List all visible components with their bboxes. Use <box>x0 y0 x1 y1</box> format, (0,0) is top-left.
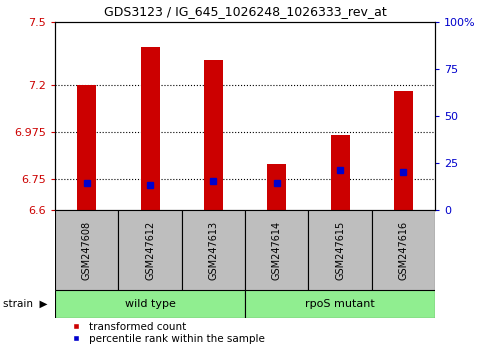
Bar <box>204 59 223 210</box>
Bar <box>141 47 160 210</box>
Bar <box>118 210 182 290</box>
Text: GSM247612: GSM247612 <box>145 221 155 280</box>
Text: rpoS mutant: rpoS mutant <box>305 299 375 309</box>
Bar <box>182 210 245 290</box>
Bar <box>267 164 286 210</box>
Bar <box>245 210 308 290</box>
Text: strain  ▶: strain ▶ <box>3 299 48 309</box>
Legend: transformed count, percentile rank within the sample: transformed count, percentile rank withi… <box>65 322 265 344</box>
Bar <box>394 91 413 210</box>
Bar <box>245 290 435 318</box>
Text: GSM247615: GSM247615 <box>335 221 345 280</box>
Bar <box>77 85 96 210</box>
Bar <box>55 290 245 318</box>
Bar <box>308 210 372 290</box>
Text: wild type: wild type <box>124 299 175 309</box>
Text: GSM247616: GSM247616 <box>398 221 408 280</box>
Text: GSM247608: GSM247608 <box>82 221 92 280</box>
Bar <box>55 210 118 290</box>
Text: GSM247614: GSM247614 <box>271 221 282 280</box>
Bar <box>330 135 349 210</box>
Text: GSM247613: GSM247613 <box>208 221 219 280</box>
Bar <box>372 210 435 290</box>
Title: GDS3123 / IG_645_1026248_1026333_rev_at: GDS3123 / IG_645_1026248_1026333_rev_at <box>103 5 387 18</box>
